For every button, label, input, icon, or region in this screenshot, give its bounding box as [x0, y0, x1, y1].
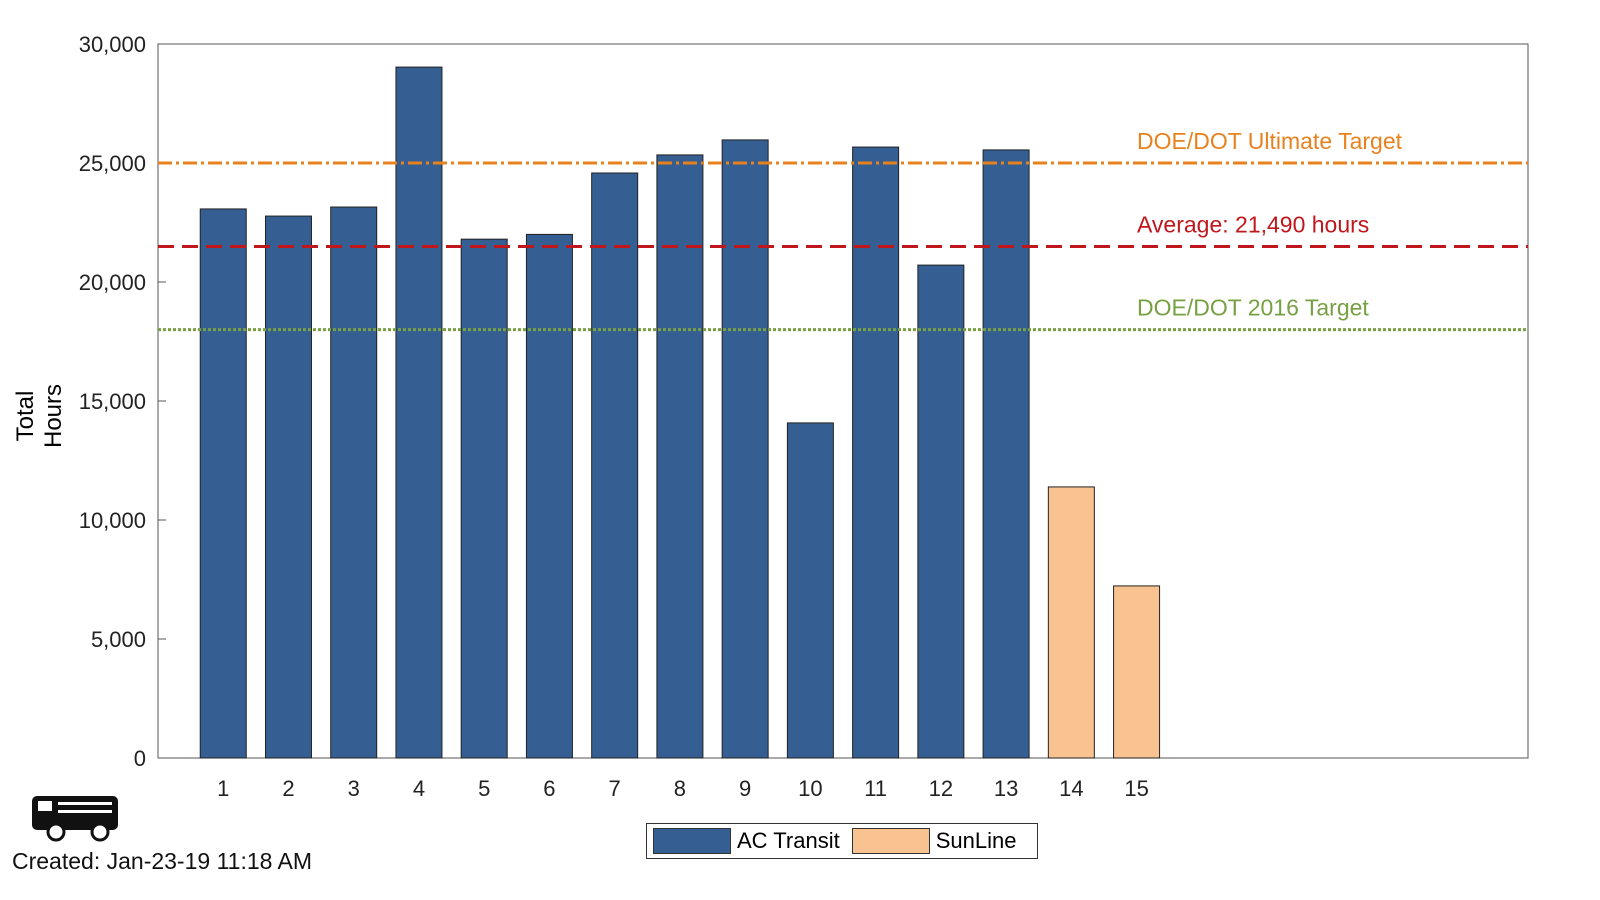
x-tick-label: 13 [994, 776, 1018, 801]
legend-swatch-sunline [851, 828, 930, 854]
x-tick-label: 8 [674, 776, 686, 801]
legend-swatch-ac-transit [653, 828, 731, 854]
bar [721, 139, 769, 759]
x-tick-label: 5 [478, 776, 490, 801]
y-tick-label: 30,000 [79, 32, 146, 57]
x-tick-label: 4 [413, 776, 425, 801]
legend-label-sunline: SunLine [935, 828, 1017, 853]
bar [786, 422, 834, 759]
reference-line-label: Average: 21,490 hours [1137, 212, 1369, 238]
y-tick-label: 20,000 [79, 270, 146, 295]
x-tick-label: 7 [609, 776, 621, 801]
y-tick-label: 0 [134, 746, 146, 771]
bar [656, 154, 704, 759]
bus-logo-icon [32, 796, 118, 842]
bar [852, 146, 900, 759]
y-tick-label: 5,000 [91, 627, 146, 652]
reference-line-label: DOE/DOT Ultimate Target [1137, 128, 1403, 154]
y-tick-label: 25,000 [79, 151, 146, 176]
x-tick-label: 14 [1059, 776, 1083, 801]
x-tick-label: 9 [739, 776, 751, 801]
x-tick-label: 6 [543, 776, 555, 801]
x-tick-label: 3 [348, 776, 360, 801]
bar [591, 172, 639, 759]
legend-label-ac-transit: AC Transit [737, 828, 840, 853]
x-tick-label: 11 [864, 776, 887, 801]
bar [460, 238, 508, 759]
reference-line-label: DOE/DOT 2016 Target [1137, 295, 1369, 321]
bar [395, 66, 443, 759]
bar [330, 206, 378, 759]
bar [917, 264, 965, 759]
x-tick-label: 15 [1124, 776, 1148, 801]
y-axis-label: Total Hours [12, 383, 67, 449]
y-tick-label: 10,000 [79, 508, 146, 533]
bar [525, 233, 573, 759]
bar [982, 149, 1030, 759]
bar [199, 208, 247, 759]
legend: AC Transit SunLine [646, 823, 1038, 859]
bar [1047, 486, 1095, 759]
y-tick-label: 15,000 [79, 389, 146, 414]
created-timestamp: Created: Jan-23-19 11:18 AM [12, 848, 313, 874]
x-tick-label: 10 [798, 776, 822, 801]
x-tick-label: 1 [217, 776, 229, 801]
x-tick-label: 2 [282, 776, 294, 801]
bar [1113, 585, 1161, 759]
x-tick-label: 12 [929, 776, 953, 801]
bar [264, 215, 312, 759]
